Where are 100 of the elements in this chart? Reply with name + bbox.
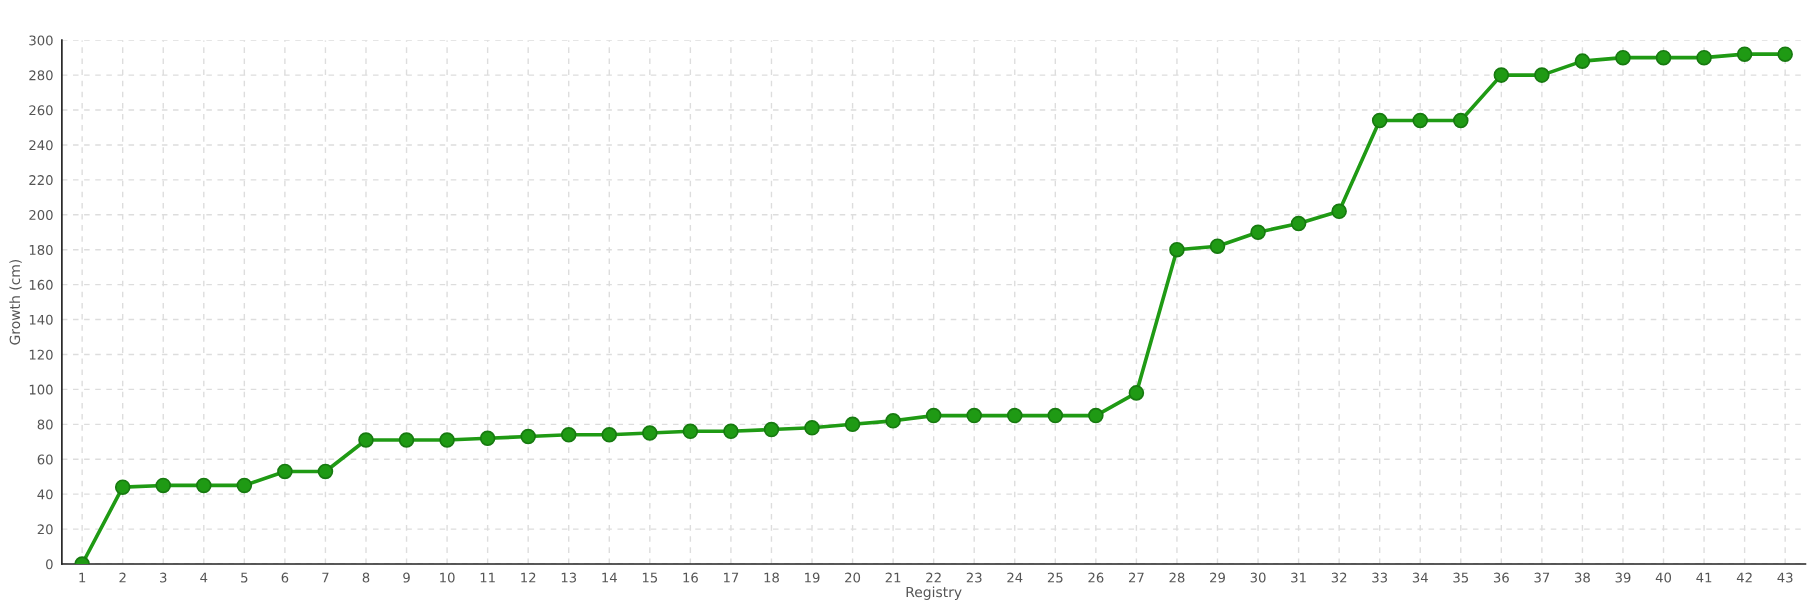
x-tick-label: 16: [683, 572, 698, 583]
x-tick-label: 21: [885, 572, 901, 583]
y-tick-label: 300: [29, 35, 53, 46]
y-tick-label: 140: [29, 314, 53, 325]
point: [723, 423, 739, 440]
point: [1736, 46, 1753, 62]
point: [155, 477, 172, 494]
point: [1088, 407, 1104, 424]
point: [398, 432, 415, 448]
x-tick-label: 31: [1291, 572, 1306, 583]
point: [317, 463, 334, 480]
point: [1290, 215, 1307, 232]
x-tick-label: 7: [322, 572, 329, 583]
y-tick-label: 100: [29, 384, 53, 395]
x-tick-label: 20: [845, 572, 861, 583]
point: [1047, 407, 1064, 424]
point: [601, 427, 618, 443]
point: [1777, 46, 1793, 62]
point: [1209, 238, 1226, 255]
point: [844, 416, 861, 433]
point: [925, 407, 942, 424]
x-tick-label: 24: [1007, 572, 1023, 583]
point: [358, 432, 374, 448]
x-tick-label: 3: [160, 572, 167, 583]
point: [1493, 67, 1510, 83]
y-tick-label: 220: [29, 175, 53, 186]
point: [439, 432, 455, 448]
x-tick-label: 40: [1655, 572, 1672, 583]
y-tick-label: 120: [29, 349, 53, 360]
x-tick-label: 6: [281, 572, 289, 583]
point: [479, 430, 496, 447]
x-tick-label: 2: [119, 572, 126, 583]
x-tick-label: 14: [602, 572, 617, 583]
y-tick-label: 40: [37, 489, 53, 500]
y-tick-label: 240: [29, 140, 53, 151]
y-tick-label: 200: [29, 210, 53, 220]
x-tick-label: 17: [723, 572, 739, 583]
point: [114, 479, 131, 495]
point: [1128, 385, 1145, 401]
y-tick-label: 80: [37, 419, 53, 430]
y-tick-label: 0: [46, 559, 53, 570]
point: [560, 427, 577, 443]
x-tick-label: 22: [926, 572, 941, 583]
point: [277, 463, 293, 480]
point: [1412, 112, 1429, 129]
point: [1250, 224, 1266, 241]
point: [1452, 112, 1469, 129]
x-tick-label: 18: [764, 572, 779, 583]
point: [885, 413, 901, 429]
x-tick-label: 43: [1777, 572, 1793, 583]
x-tick-label: 29: [1210, 572, 1225, 583]
x-tick-label: 38: [1575, 572, 1590, 583]
point: [1169, 241, 1185, 258]
x-tick-label: 35: [1453, 572, 1469, 583]
x-tick-label: 23: [966, 572, 982, 583]
point: [1331, 203, 1347, 220]
x-tick-label: 8: [362, 572, 370, 583]
x-tick-label: 10: [440, 572, 455, 583]
point: [1006, 407, 1023, 424]
x-tick-label: 11: [480, 572, 495, 583]
x-tick-label: 41: [1696, 572, 1712, 583]
y-tick-label: 20: [37, 524, 53, 535]
x-tick-label: 32: [1331, 572, 1347, 583]
x-tick-label: 27: [1128, 572, 1144, 583]
x-tick-label: 30: [1250, 572, 1266, 583]
x-tick-label: 37: [1534, 572, 1550, 583]
x-tick-label: 36: [1493, 572, 1509, 583]
point: [1696, 49, 1712, 66]
point: [1534, 67, 1550, 83]
point: [236, 477, 253, 494]
point: [1655, 49, 1672, 66]
point: [966, 407, 982, 424]
x-tick-label: 9: [403, 572, 410, 583]
x-tick-label: 39: [1615, 572, 1631, 583]
x-tick-label: 13: [561, 572, 577, 583]
x-tick-label: 33: [1372, 572, 1388, 583]
y-tick-label: 180: [29, 244, 53, 255]
x-axis-title: Registry: [906, 586, 962, 600]
point: [1615, 49, 1631, 66]
y-tick-label: 160: [29, 279, 53, 290]
point: [520, 428, 536, 445]
y-tick-label: 60: [37, 454, 53, 465]
point: [804, 420, 820, 436]
point: [1574, 53, 1591, 69]
y-axis-title: Growth (cm): [9, 259, 22, 345]
x-tick-label: 5: [241, 572, 248, 583]
point: [1371, 112, 1388, 129]
x-tick-label: 28: [1169, 572, 1185, 583]
x-tick-label: 4: [200, 572, 208, 583]
x-tick-label: 25: [1047, 572, 1063, 583]
x-tick-label: 34: [1412, 572, 1428, 583]
x-tick-label: 15: [642, 572, 658, 583]
point: [642, 425, 658, 441]
y-tick-label: 280: [29, 70, 53, 81]
x-tick-label: 12: [521, 572, 536, 583]
x-tick-label: 1: [79, 572, 86, 583]
x-tick-label: 19: [805, 572, 820, 583]
x-tick-label: 42: [1736, 572, 1752, 583]
y-tick-label: 260: [29, 105, 53, 116]
point: [682, 423, 699, 440]
